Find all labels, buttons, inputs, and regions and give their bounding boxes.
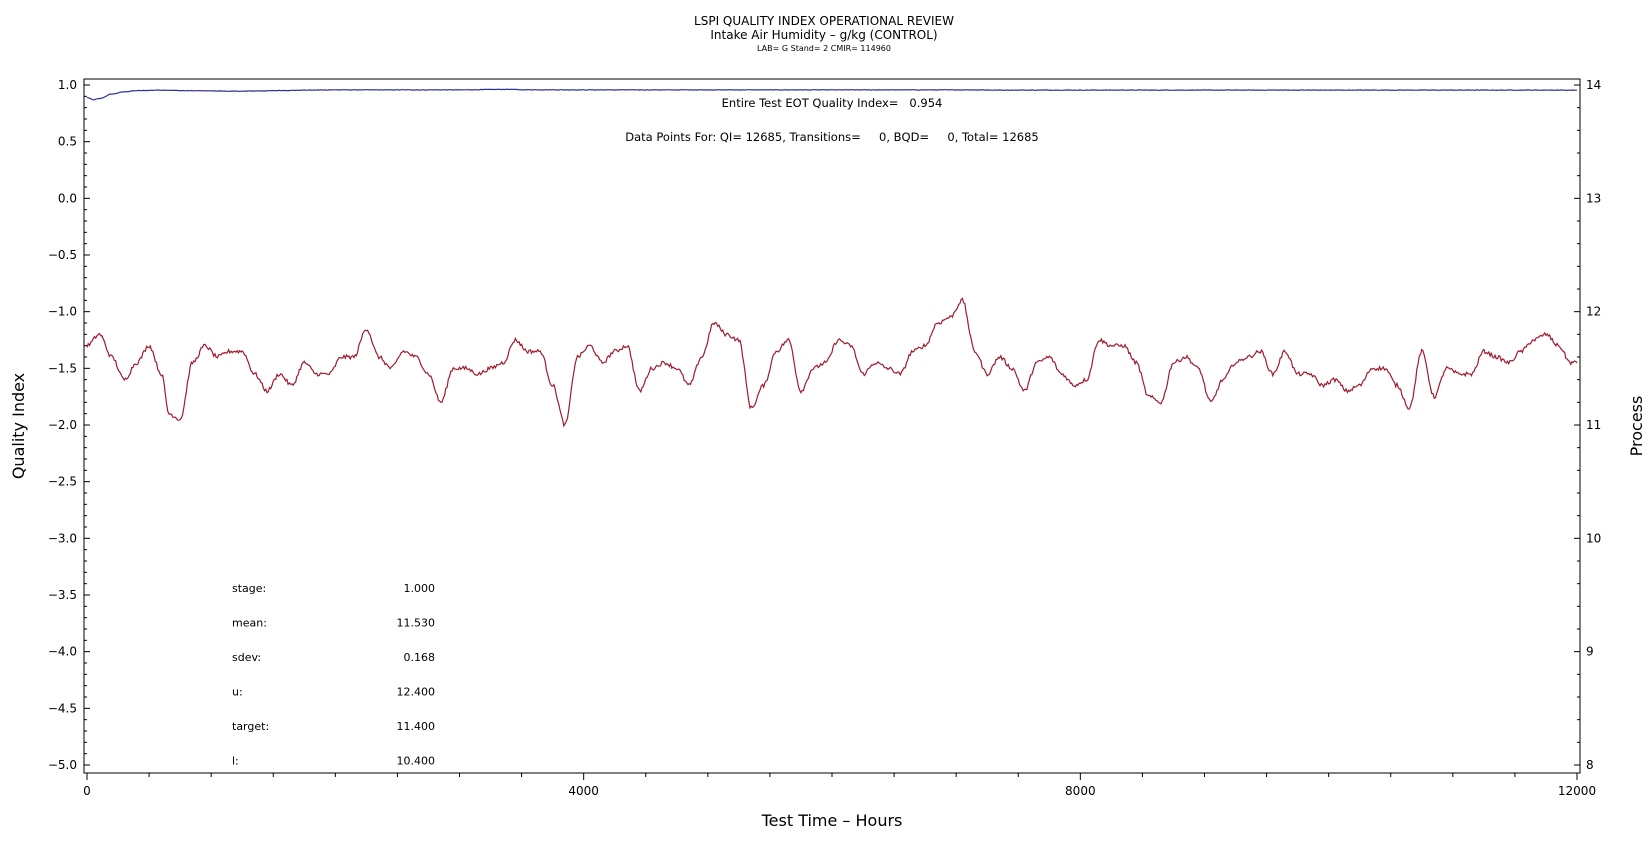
stat-label: l: — [232, 755, 239, 768]
stat-value: 11.400 — [397, 720, 436, 733]
x-axis-label: Test Time – Hours — [761, 811, 903, 830]
stat-label: sdev: — [232, 651, 261, 664]
stat-label: u: — [232, 686, 243, 699]
left-tick-label: −3.0 — [48, 531, 77, 545]
right-tick-label: 10 — [1586, 531, 1601, 545]
stat-value: 1.000 — [404, 582, 436, 595]
left-tick-label: −2.5 — [48, 475, 77, 489]
right-tick-label: 11 — [1586, 418, 1601, 432]
x-tick-label: 12000 — [1558, 784, 1596, 798]
left-tick-label: 0.0 — [58, 191, 77, 205]
chart-title: LSPI QUALITY INDEX OPERATIONAL REVIEW — [694, 14, 954, 28]
right-tick-label: 9 — [1586, 645, 1594, 659]
stat-label: target: — [232, 720, 269, 733]
series-quality-index-line — [86, 88, 1577, 101]
chart-subtitle: Intake Air Humidity – g/kg (CONTROL) — [710, 28, 937, 42]
stat-label: mean: — [232, 617, 267, 630]
left-tick-label: −0.5 — [48, 248, 77, 262]
left-tick-label: −1.0 — [48, 305, 77, 319]
plot-frame — [83, 78, 1581, 774]
right-tick-label: 13 — [1586, 191, 1601, 205]
left-tick-label: −3.5 — [48, 588, 77, 602]
left-tick-label: 0.5 — [58, 135, 77, 149]
left-tick-label: −5.0 — [48, 758, 77, 772]
right-axis-ticks: 14 13 12 11 10 9 8 — [1574, 78, 1601, 772]
left-tick-label: −2.0 — [48, 418, 77, 432]
y-axis-right-label: Process — [1627, 396, 1646, 457]
left-tick-label: 1.0 — [58, 78, 77, 92]
series-process-line — [86, 297, 1578, 428]
chart-subtitle-lab: LAB= G Stand= 2 CMIR= 114960 — [757, 44, 891, 53]
x-tick-label: 4000 — [568, 784, 599, 798]
left-tick-label: −4.5 — [48, 701, 77, 715]
x-tick-label: 0 — [83, 784, 91, 798]
stats-table: stage: 1.000 mean: 11.530 sdev: 0.168 u: 12.400… — [232, 582, 435, 768]
stat-value: 10.400 — [397, 755, 436, 768]
stat-value: 11.530 — [397, 617, 436, 630]
data-points-annotation: Data Points For: QI= 12685, Transitions=… — [625, 130, 1038, 144]
x-tick-label: 8000 — [1065, 784, 1096, 798]
left-tick-label: −1.5 — [48, 361, 77, 375]
right-tick-label: 14 — [1586, 78, 1601, 92]
y-axis-left-label: Quality Index — [9, 373, 28, 479]
left-axis-ticks: 1.0 0.5 0.0 −0.5 −1.0 −1.5 −2.0 −2.5 −3.0 −3.5 −4.… — [48, 78, 90, 772]
right-tick-label: 8 — [1586, 758, 1594, 772]
eot-quality-index-annotation: Entire Test EOT Quality Index= 0.954 — [722, 96, 943, 110]
x-axis-ticks: 0 4000 8000 12000 — [83, 773, 1596, 798]
stat-label: stage: — [232, 582, 266, 595]
left-tick-label: −4.0 — [48, 645, 77, 659]
stat-value: 0.168 — [404, 651, 436, 664]
right-tick-label: 12 — [1586, 305, 1601, 319]
stat-value: 12.400 — [397, 686, 436, 699]
